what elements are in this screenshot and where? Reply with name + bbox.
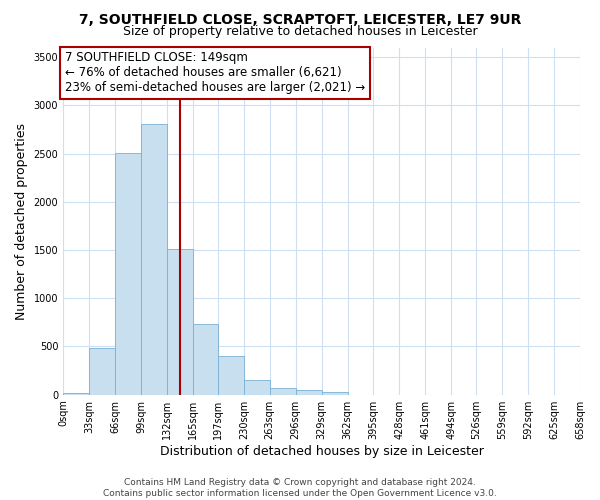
Bar bbox=[63, 393, 89, 394]
Bar bbox=[167, 249, 193, 394]
Bar bbox=[218, 356, 244, 395]
Bar bbox=[296, 390, 322, 394]
Bar bbox=[89, 348, 115, 395]
Bar bbox=[193, 324, 218, 394]
X-axis label: Distribution of detached houses by size in Leicester: Distribution of detached houses by size … bbox=[160, 444, 484, 458]
Y-axis label: Number of detached properties: Number of detached properties bbox=[15, 122, 28, 320]
Text: 7 SOUTHFIELD CLOSE: 149sqm
← 76% of detached houses are smaller (6,621)
23% of s: 7 SOUTHFIELD CLOSE: 149sqm ← 76% of deta… bbox=[65, 52, 365, 94]
Bar bbox=[141, 124, 167, 394]
Text: 7, SOUTHFIELD CLOSE, SCRAPTOFT, LEICESTER, LE7 9UR: 7, SOUTHFIELD CLOSE, SCRAPTOFT, LEICESTE… bbox=[79, 12, 521, 26]
Text: Contains HM Land Registry data © Crown copyright and database right 2024.
Contai: Contains HM Land Registry data © Crown c… bbox=[103, 478, 497, 498]
Bar bbox=[244, 380, 270, 394]
Bar bbox=[270, 388, 296, 394]
Bar bbox=[115, 152, 141, 394]
Text: Size of property relative to detached houses in Leicester: Size of property relative to detached ho… bbox=[122, 25, 478, 38]
Bar bbox=[322, 392, 347, 394]
